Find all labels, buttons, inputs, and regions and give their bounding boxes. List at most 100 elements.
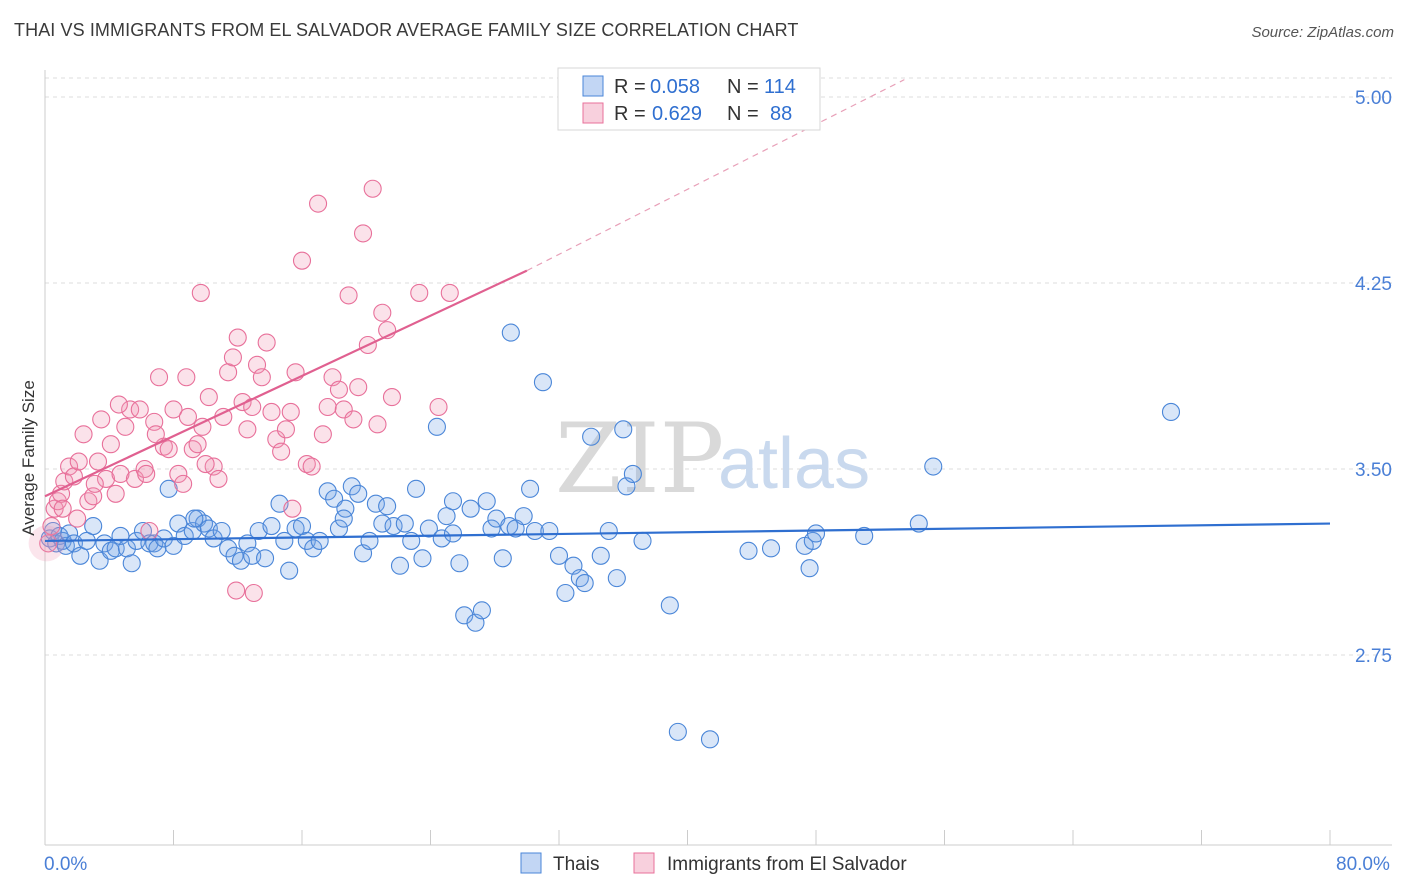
data-point [212,521,231,541]
data-point [419,519,438,538]
data-point [188,435,207,454]
data-point [501,323,520,342]
data-point [318,482,337,501]
data-point [140,521,159,541]
data-point [174,474,193,493]
data-point [39,534,58,553]
legend-n-value-salvador: 88 [770,103,792,125]
data-point [109,395,128,414]
data-point [313,425,332,444]
data-point [292,251,312,270]
data-point [244,583,263,603]
data-point [413,549,432,568]
data-point [591,546,610,565]
legend-r-label-thai: R = [614,76,646,98]
data-point [344,410,363,429]
data-point [183,440,202,459]
data-point [633,531,652,550]
data-point [146,425,165,444]
data-point [228,328,247,347]
data-point [334,509,353,528]
bottom-legend-label-thai: Thais [553,854,599,875]
data-point [329,380,348,399]
x-ticks [44,830,1331,845]
trend-line-salvador-extension [526,79,905,272]
data-point [185,509,204,528]
watermark-atlas: atlas [718,424,870,504]
x-tick-label-max: 80.0% [1336,854,1390,875]
data-point [280,561,299,580]
bottom-legend: Thais Immigrants from El Salvador [520,852,907,875]
data-point [472,601,491,620]
data-point [84,516,103,536]
data-point [74,425,93,444]
data-point [806,524,826,543]
data-point [79,492,98,511]
legend-r-value-thai: 0.058 [650,76,700,98]
data-point [482,519,501,538]
data-point [353,224,373,243]
data-point [493,549,512,568]
data-point [373,514,392,533]
data-point [297,454,316,474]
legend-n-value-thai: 114 [764,76,796,98]
data-point [440,283,459,302]
data-point [101,435,120,454]
data-point [309,194,328,213]
data-point [85,474,104,493]
bottom-legend-label-salvador: Immigrants from El Salvador [667,854,907,875]
data-point [924,457,943,476]
data-point [276,420,295,439]
data-point [410,283,429,302]
data-point [159,479,178,498]
data-point [101,541,120,560]
data-point [92,410,111,429]
top-legend: R = 0.058 N = 114 R = 0.629 N = 88 [557,67,821,131]
data-point [60,524,79,543]
data-point [382,388,402,407]
data-point [223,348,242,367]
data-point [339,286,358,305]
data-point [395,514,414,533]
data-point [360,531,379,550]
data-point [607,569,626,588]
data-point [209,469,228,488]
trend-lines [44,79,1331,543]
data-point [623,464,642,484]
data-point [443,492,463,511]
data-point [461,499,480,518]
data-point [149,368,169,387]
data-point [130,400,149,419]
data-point [272,442,291,461]
data-point [384,516,403,536]
data-point [281,402,300,422]
data-point [363,179,382,198]
data-point [231,551,251,570]
data-point [334,400,353,419]
data-point [121,400,140,419]
data-point [302,457,321,476]
data-point [761,539,781,558]
data-point [432,529,451,548]
y-tick-label: 2.75 [1355,646,1392,667]
data-point [599,521,618,541]
source-label: Source: ZipAtlas.com [1251,24,1394,41]
gridlines [45,77,1392,656]
data-point [570,569,589,588]
axes [44,70,1392,846]
data-point [96,469,116,488]
chart-title: THAI VS IMMIGRANTS FROM EL SALVADOR AVER… [14,20,799,40]
legend-swatch-thai [582,75,604,97]
thai-points [40,323,1181,749]
data-point [455,606,474,625]
data-point [227,581,246,600]
data-point [443,524,463,543]
data-point [310,531,329,550]
data-point [116,417,135,436]
data-point [178,407,198,426]
data-point [196,454,215,474]
data-point [342,477,361,496]
data-point [521,479,540,498]
data-point [238,420,257,439]
